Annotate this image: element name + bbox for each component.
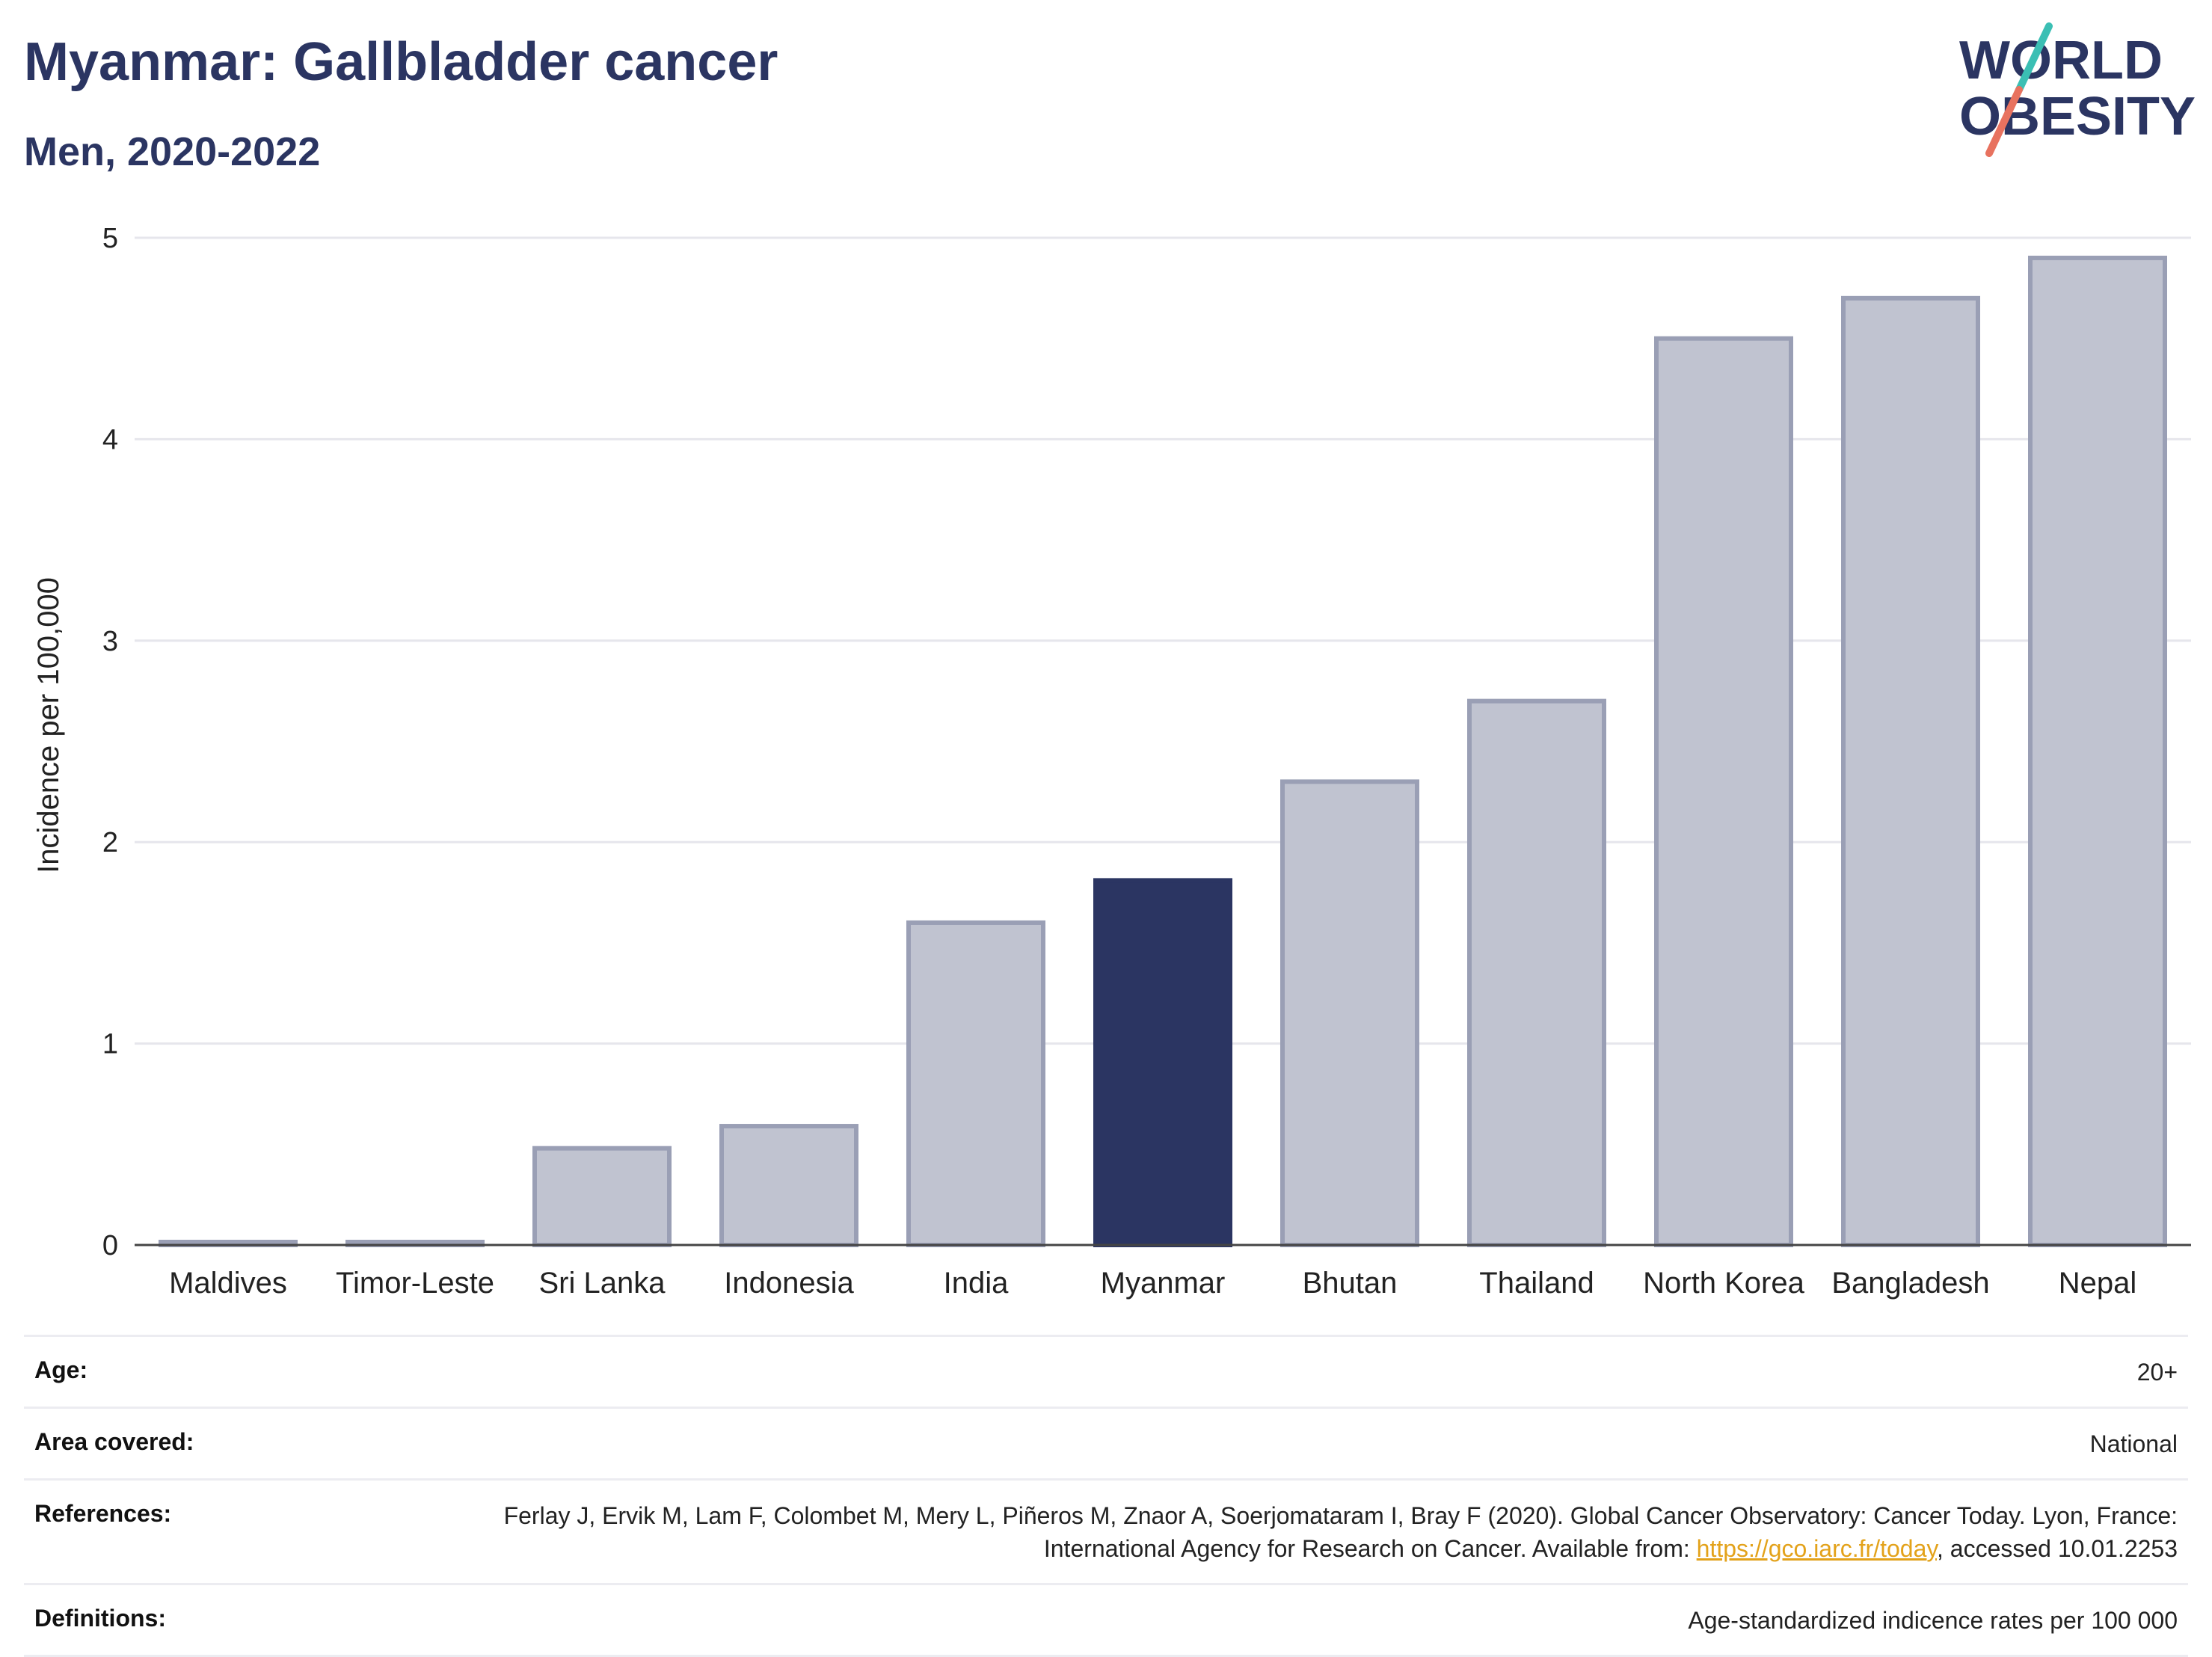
- references-value: Ferlay J, Ervik M, Lam F, Colombet M, Me…: [458, 1500, 2178, 1564]
- bar-india: [906, 920, 1045, 1247]
- y-axis-label: Incidence per 100,000: [32, 577, 65, 873]
- x-tick-label: Maldives: [169, 1267, 287, 1300]
- area-value: National: [2089, 1430, 2178, 1458]
- area-label: Area covered:: [34, 1428, 194, 1456]
- info-row-area: Area covered: National: [24, 1407, 2188, 1478]
- y-tick-label: 5: [102, 223, 118, 254]
- x-tick-label: Timor-Leste: [336, 1267, 494, 1300]
- references-label: References:: [34, 1500, 172, 1528]
- y-tick-label: 4: [102, 424, 118, 455]
- x-tick-label: Myanmar: [1101, 1267, 1226, 1300]
- references-link[interactable]: https://gco.iarc.fr/today: [1696, 1534, 1937, 1562]
- chart-title: Myanmar: Gallbladder cancer: [24, 32, 778, 92]
- x-tick-label: India: [944, 1267, 1009, 1300]
- age-value: 20+: [2136, 1359, 2178, 1386]
- logo-line1: WORLD: [1959, 31, 2163, 90]
- logo-slash-coral: [1985, 86, 2023, 157]
- chart-subtitle: Men, 2020-2022: [24, 129, 321, 174]
- bars: [159, 255, 2167, 1248]
- definitions-value: Age-standardized indicence rates per 100…: [1688, 1606, 2178, 1634]
- x-tick-label: North Korea: [1643, 1267, 1804, 1300]
- bar-thailand: [1467, 698, 1606, 1247]
- logo-slash-teal: [2015, 22, 2053, 93]
- y-tick-label: 3: [102, 626, 118, 657]
- references-text: Ferlay J, Ervik M, Lam F, Colombet M, Me…: [503, 1502, 2178, 1562]
- bar-north-korea: [1654, 336, 1793, 1248]
- info-row-references: References: Ferlay J, Ervik M, Lam F, Co…: [24, 1478, 2188, 1582]
- bar-chart: 0 1 2 3 4 5 Maldives Timor-Leste Sri Lanka Indone…: [32, 223, 2191, 1300]
- bar-indonesia: [719, 1124, 858, 1247]
- world-obesity-logo: WORLD OBESITY: [1959, 22, 2196, 157]
- info-row-age: Age: 20+: [24, 1335, 2188, 1407]
- references-accessed: , accessed 10.01.2253: [1936, 1534, 2178, 1562]
- bar-sri-lanka: [532, 1146, 672, 1247]
- bar-myanmar: [1093, 878, 1232, 1247]
- x-tick-label: Sri Lanka: [539, 1267, 666, 1300]
- y-tick-label: 2: [102, 827, 118, 858]
- bar-nepal: [2028, 255, 2167, 1248]
- bar-bangladesh: [1841, 295, 1980, 1248]
- y-tick-label: 0: [102, 1230, 118, 1261]
- y-tick-label: 1: [102, 1029, 118, 1060]
- x-tick-label: Thailand: [1479, 1267, 1594, 1300]
- x-tick-label: Bangladesh: [1831, 1267, 1989, 1300]
- axes: 0 1 2 3 4 5 Maldives Timor-Leste Sri Lanka Indone…: [102, 223, 2191, 1300]
- x-tick-label: Bhutan: [1303, 1267, 1398, 1300]
- info-row-definitions: Definitions: Age-standardized indicence …: [24, 1582, 2188, 1657]
- age-label: Age:: [34, 1356, 88, 1383]
- definitions-label: Definitions:: [34, 1604, 166, 1632]
- info-table: Age: 20+ Area covered: National Referenc…: [24, 1335, 2188, 1657]
- bar-bhutan: [1280, 779, 1419, 1247]
- x-tick-label: Indonesia: [724, 1267, 854, 1300]
- x-tick-label: Nepal: [2059, 1267, 2137, 1300]
